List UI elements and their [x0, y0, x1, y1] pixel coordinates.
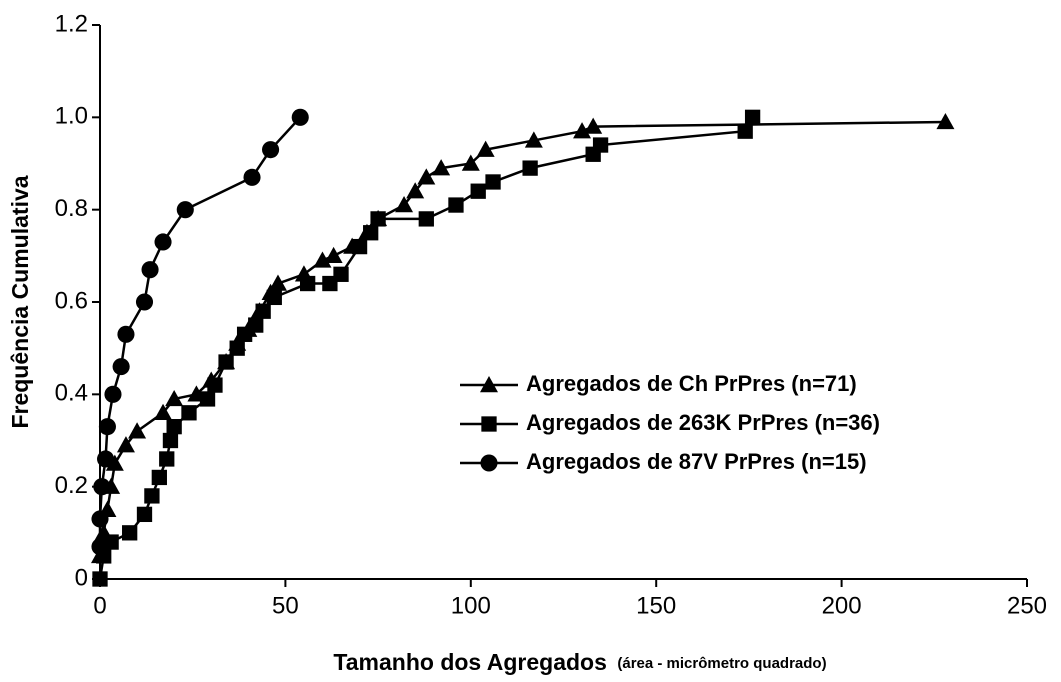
legend-marker	[480, 454, 498, 472]
marker	[266, 289, 282, 306]
legend-label: Agregados de 87V PrPres (n=15)	[526, 449, 867, 474]
marker	[524, 131, 543, 148]
marker	[207, 377, 223, 393]
marker	[176, 201, 194, 219]
x-tick-label: 50	[272, 592, 299, 619]
marker	[418, 211, 434, 227]
marker	[91, 538, 109, 556]
marker	[116, 436, 135, 453]
marker	[592, 137, 609, 153]
marker	[268, 274, 287, 291]
y-tick-label: 0.6	[55, 287, 88, 314]
marker	[299, 275, 316, 292]
marker	[584, 117, 603, 134]
marker	[93, 478, 111, 496]
marker	[243, 168, 261, 186]
x-tick-label: 200	[822, 592, 862, 619]
y-tick-label: 1.2	[55, 10, 88, 37]
marker	[154, 233, 172, 251]
legend-label: Agregados de Ch PrPres (n=71)	[526, 371, 857, 396]
marker	[162, 432, 179, 449]
marker	[165, 389, 184, 407]
marker	[291, 108, 309, 126]
marker	[737, 123, 753, 139]
marker	[92, 571, 108, 587]
marker	[417, 168, 436, 185]
marker	[406, 182, 425, 199]
marker	[135, 293, 154, 311]
marker	[461, 154, 480, 171]
marker	[248, 317, 264, 333]
marker	[363, 225, 379, 241]
marker	[98, 418, 116, 436]
x-axis-label-note: (área - micrômetro quadrado)	[617, 655, 826, 672]
marker	[144, 488, 160, 504]
y-tick-label: 0.8	[55, 195, 88, 222]
marker	[122, 525, 138, 541]
marker	[351, 238, 368, 255]
marker	[485, 174, 501, 190]
y-axis-label: Frequência Cumulativa	[7, 175, 33, 428]
marker	[229, 340, 245, 356]
marker	[448, 197, 464, 213]
marker	[141, 261, 159, 279]
marker	[136, 506, 153, 523]
marker	[936, 112, 955, 130]
x-tick-label: 100	[451, 592, 491, 619]
marker	[522, 160, 538, 176]
marker	[255, 303, 271, 319]
marker	[105, 454, 124, 471]
y-tick-label: 0	[75, 564, 88, 591]
marker	[117, 325, 135, 343]
marker	[159, 451, 175, 467]
marker	[199, 391, 216, 407]
marker	[154, 403, 173, 420]
marker	[744, 109, 761, 125]
marker	[181, 405, 197, 421]
marker	[91, 510, 109, 528]
x-axis-label: Tamanho dos Agregados	[333, 649, 606, 675]
x-axis-label-group: Tamanho dos Agregados (área - micrômetro…	[333, 649, 826, 675]
marker	[370, 211, 386, 227]
marker	[128, 422, 147, 439]
y-tick-label: 0.2	[55, 472, 88, 499]
x-tick-label: 250	[1007, 592, 1047, 619]
y-tick-label: 0.4	[55, 380, 88, 407]
marker	[313, 251, 332, 268]
marker	[324, 246, 343, 264]
series-line	[98, 120, 946, 557]
y-tick-label: 1.0	[55, 103, 88, 130]
marker	[97, 450, 115, 468]
marker	[166, 419, 182, 435]
marker	[395, 196, 414, 213]
x-tick-label: 0	[93, 592, 106, 619]
series-line	[98, 116, 754, 580]
legend-label: Agregados de 263K PrPres (n=36)	[526, 410, 880, 435]
legend-marker	[481, 416, 497, 432]
marker	[432, 159, 451, 176]
marker	[262, 141, 280, 159]
marker	[112, 358, 130, 376]
marker	[218, 354, 234, 370]
marker	[104, 385, 122, 403]
marker	[151, 469, 167, 486]
x-tick-label: 150	[636, 592, 676, 619]
marker	[573, 122, 592, 139]
legend-marker	[480, 376, 498, 393]
marker	[476, 140, 495, 157]
marker	[333, 266, 349, 282]
marker	[470, 183, 486, 199]
